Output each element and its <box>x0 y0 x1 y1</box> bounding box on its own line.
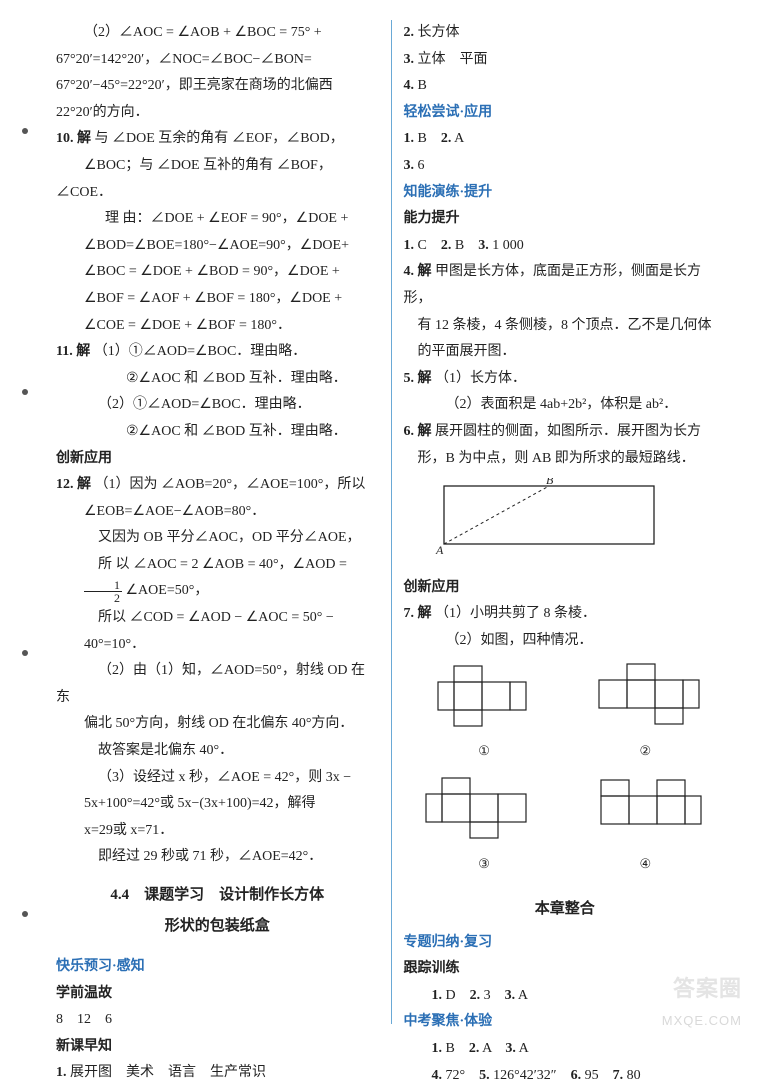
net-label: ③ <box>410 852 558 877</box>
q11: 11. 解 （1）①∠AOD=∠BOC．理由略． <box>56 339 379 366</box>
q-number: 11. 解 <box>56 344 90 359</box>
watermark-en: MXQE.COM <box>662 1009 742 1034</box>
text-line: 2. 2. 长方体长方体 <box>404 20 727 47</box>
net-label: ④ <box>571 852 719 877</box>
zn-heading: 知能演练·提升 <box>404 180 727 207</box>
net-1: ① <box>410 658 558 763</box>
svg-text:B: B <box>546 478 554 487</box>
sub-heading: 新课早知 <box>56 1034 379 1061</box>
q6: 6. 解 展开圆柱的侧面，如图所示．展开图为长方 <box>404 419 727 446</box>
q-number: 10. 解 <box>56 131 91 146</box>
text-line: （2）表面积是 4ab+2b²，体积是 ab²． <box>404 392 727 419</box>
text-line: （2）如图，四种情况． <box>404 628 727 655</box>
text-line: 形，B 为中点，则 AB 即为所求的最短路线． <box>404 446 727 473</box>
text-line: ∠BOF = ∠AOF + ∠BOF = 180°，∠DOE + <box>56 286 379 313</box>
sub-heading: 学前温故 <box>56 981 379 1008</box>
text-line: 67°20′=142°20′，∠NOC=∠BOC−∠BON= <box>56 47 379 74</box>
text: 与 ∠DOE 互余的角有 ∠EOF，∠BOD， <box>95 131 344 146</box>
text-line: 偏北 50°方向，射线 OD 在北偏东 40°方向． <box>56 711 379 738</box>
sub-heading: 能力提升 <box>404 206 727 233</box>
net-label: ② <box>571 739 719 764</box>
text-line: 即经过 29 秒或 71 秒，∠AOE=42°． <box>56 844 379 871</box>
left-column: （2）∠AOC = ∠AOB + ∠BOC = 75° + 67°20′=142… <box>48 20 387 1024</box>
text-line: 1. C 2. B 3. 1 000 <box>404 233 727 260</box>
text-line: ∠EOB=∠AOE−∠AOB=80°． <box>56 499 379 526</box>
text-line: 的平面展开图． <box>404 339 727 366</box>
text: （1）因为 ∠AOB=20°，∠AOE=100°，所以 <box>95 477 366 492</box>
text-line: （2）①∠AOD=∠BOC．理由略． <box>56 392 379 419</box>
text-line: 3. 6 <box>404 153 727 180</box>
page-root: （2）∠AOC = ∠AOB + ∠BOC = 75° + 67°20′=142… <box>0 0 760 1044</box>
net-label: ① <box>410 739 558 764</box>
text-line: 8 12 6 <box>56 1007 379 1034</box>
text-line: ②∠AOC 和 ∠BOD 互补．理由略． <box>56 366 379 393</box>
q12: 12. 解 （1）因为 ∠AOB=20°，∠AOE=100°，所以 <box>56 472 379 499</box>
text-line: （3）设经过 x 秒，∠AOE = 42°，则 3x − <box>56 765 379 792</box>
try-heading: 轻松尝试·应用 <box>404 100 727 127</box>
q7: 7. 解 （1）小明共剪了 8 条棱． <box>404 601 727 628</box>
q-number: 12. 解 <box>56 477 91 492</box>
net-diagrams: ① ② <box>404 658 727 885</box>
text-line: 3. 立体 平面 <box>404 47 727 74</box>
text-line: 1. B 2. A <box>404 126 727 153</box>
text-line: ∠BOC = ∠DOE + ∠BOD = 90°，∠DOE + <box>56 259 379 286</box>
text-line: ∠BOC；与 ∠DOE 互补的角有 ∠BOF，∠COE． <box>56 153 379 206</box>
text-line: 4. B <box>404 73 727 100</box>
right-column: 2. 2. 长方体长方体 3. 立体 平面 4. B 轻松尝试·应用 1. B … <box>396 20 735 1024</box>
q10: 10. 解 与 ∠DOE 互余的角有 ∠EOF，∠BOD， <box>56 126 379 153</box>
text-line: 故答案是北偏东 40°． <box>56 738 379 765</box>
chapter-summary-title: 本章整合 <box>404 895 727 924</box>
section-title-44b: 形状的包装纸盒 <box>56 912 379 941</box>
text-line: （2）∠AOC = ∠AOB + ∠BOC = 75° + <box>56 20 379 47</box>
section-heading: 创新应用 <box>404 575 727 602</box>
text-line: 所以 ∠COD = ∠AOD − ∠AOC = 50° − <box>56 605 379 632</box>
text-line: 40°=10°． <box>56 632 379 659</box>
net-2: ② <box>571 658 719 763</box>
margin-dots <box>22 0 28 1044</box>
text-line: 理 由：∠DOE + ∠EOF = 90°，∠DOE + <box>56 206 379 233</box>
watermark: 答案圈 MXQE.COM <box>662 968 742 1034</box>
text: （1）①∠AOD=∠BOC．理由略． <box>94 344 307 359</box>
text-line: 5x+100°=42°或 5x−(3x+100)=42，解得 <box>56 791 379 818</box>
watermark-cn: 答案圈 <box>673 968 742 1010</box>
column-divider <box>391 20 392 1024</box>
topic-heading: 专题归纳·复习 <box>404 930 727 957</box>
svg-text:A: A <box>435 543 444 556</box>
text-line: 又因为 OB 平分∠AOC，OD 平分∠AOE， <box>56 525 379 552</box>
section-heading: 创新应用 <box>56 446 379 473</box>
text-line: 1. B 2. A 3. A <box>404 1036 727 1063</box>
text-line: （2）由（1）知，∠AOD=50°，射线 OD 在东 <box>56 658 379 711</box>
cylinder-unfold-diagram: A B <box>434 478 727 567</box>
net-4: ④ <box>571 772 719 877</box>
text-line: ∠COE = ∠DOE + ∠BOF = 180°． <box>56 313 379 340</box>
text-line: 有 12 条棱，4 条侧棱，8 个顶点．乙不是几何体 <box>404 313 727 340</box>
q4: 4. 解 甲图是长方体，底面是正方形，侧面是长方形， <box>404 259 727 312</box>
net-3: ③ <box>410 772 558 877</box>
text-line: 67°20′−45°=22°20′，即王亮家在商场的北偏西 <box>56 73 379 100</box>
section-title-44: 4.4 课题学习 设计制作长方体 <box>56 881 379 910</box>
text-line: 所 以 ∠AOC = 2 ∠AOB = 40°，∠AOD = <box>56 552 379 579</box>
text-line: 1. 1. 展开图 美术 语言 生产常识展开图 美术 语言 生产常识 <box>56 1060 379 1087</box>
q5: 5. 解 （1）长方体． <box>404 366 727 393</box>
text-line: ∠BOD=∠BOE=180°−∠AOE=90°，∠DOE+ <box>56 233 379 260</box>
text-line: 22°20′的方向． <box>56 100 379 127</box>
text-line: ②∠AOC 和 ∠BOD 互补．理由略． <box>56 419 379 446</box>
text: ∠AOE=50°， <box>126 583 209 598</box>
text-line: 4. 72° 5. 126°42′32″ 6. 95 7. 80 <box>404 1063 727 1089</box>
preview-heading: 快乐预习·感知 <box>56 954 379 981</box>
text-line: x=29或 x=71． <box>56 818 379 845</box>
fraction-half: 12 <box>84 579 122 604</box>
text-line-frac: 12 ∠AOE=50°， <box>56 578 379 605</box>
